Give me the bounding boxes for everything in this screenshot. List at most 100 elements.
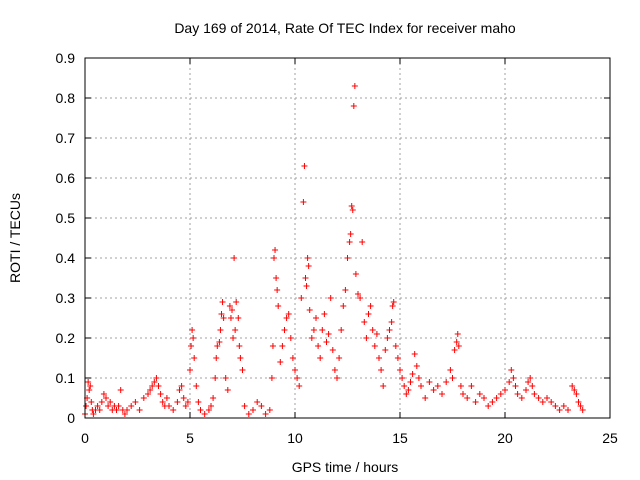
data-point <box>449 375 456 381</box>
data-point <box>321 311 328 317</box>
data-point <box>195 399 202 405</box>
data-point <box>300 199 307 205</box>
data-point <box>210 395 217 401</box>
data-point <box>508 367 515 373</box>
data-point <box>418 383 424 389</box>
data-point <box>571 387 578 393</box>
y-tick-label: 0.7 <box>56 130 76 146</box>
data-point <box>121 411 128 417</box>
data-point <box>422 395 429 401</box>
data-point <box>304 255 311 261</box>
data-point <box>485 403 492 409</box>
x-axis-label: GPS time / hours <box>292 459 399 475</box>
data-point <box>166 403 172 409</box>
data-point <box>535 395 542 401</box>
data-point <box>415 375 422 381</box>
data-point <box>413 363 420 369</box>
data-point <box>176 387 183 393</box>
data-point <box>98 399 105 405</box>
data-point <box>319 327 326 333</box>
data-point <box>378 367 385 373</box>
data-point <box>283 315 290 321</box>
axis-ticks: 0 5 10 15 20 25 0 0.1 0.2 0.3 0.4 0.5 0.6 0.7 0.8 0.9 <box>56 50 618 446</box>
data-point <box>250 407 256 413</box>
data-point <box>271 255 277 261</box>
data-point <box>287 335 294 341</box>
data-point <box>117 387 124 393</box>
data-point <box>145 391 151 397</box>
data-point <box>357 295 364 301</box>
data-point <box>529 383 536 389</box>
data-point <box>107 399 114 405</box>
data-point <box>275 303 282 309</box>
data-point <box>216 339 223 345</box>
x-tick-label: 10 <box>287 430 303 446</box>
data-point <box>369 327 376 333</box>
data-point <box>523 387 529 393</box>
data-point <box>560 403 567 409</box>
data-point <box>103 395 109 401</box>
data-point <box>220 315 227 321</box>
data-point <box>273 275 280 281</box>
data-point <box>386 327 393 333</box>
data-point <box>579 407 586 413</box>
data-point <box>124 407 130 413</box>
data-point <box>159 399 166 405</box>
data-point <box>430 387 437 393</box>
data-point <box>222 375 229 381</box>
data-point <box>348 203 355 209</box>
data-point <box>392 343 399 349</box>
y-tick-label: 0.9 <box>56 50 76 66</box>
x-tick-label: 15 <box>392 430 408 446</box>
data-point <box>266 407 273 413</box>
data-point <box>105 403 112 409</box>
data-point <box>573 391 580 397</box>
data-point <box>347 231 354 237</box>
data-point <box>493 395 500 401</box>
data-point <box>285 311 292 317</box>
data-point <box>132 399 139 405</box>
data-point <box>262 411 269 417</box>
data-point <box>575 399 582 405</box>
y-tick-label: 0.1 <box>56 370 76 386</box>
data-point <box>384 335 391 341</box>
data-point <box>403 391 410 397</box>
data-point <box>163 395 170 401</box>
data-point <box>88 399 95 405</box>
data-point <box>349 207 356 213</box>
data-point <box>451 347 458 353</box>
data-point <box>308 335 315 341</box>
plot-frame <box>84 57 611 419</box>
data-point <box>338 327 345 333</box>
data-point <box>313 315 319 321</box>
data-point <box>323 339 330 345</box>
y-tick-label: 0.8 <box>56 90 76 106</box>
data-point <box>86 387 93 393</box>
data-point <box>464 395 471 401</box>
data-point <box>310 327 317 333</box>
data-point <box>331 367 338 373</box>
data-point <box>351 83 358 89</box>
data-point <box>236 343 243 349</box>
data-point <box>155 383 162 389</box>
data-point <box>327 295 334 301</box>
data-point <box>510 375 517 381</box>
data-point <box>371 343 378 349</box>
data-point <box>394 355 401 361</box>
data-point <box>363 335 370 341</box>
data-point <box>512 383 519 389</box>
data-point <box>212 375 219 381</box>
data-point <box>136 407 143 413</box>
y-tick-label: 0.4 <box>56 250 76 266</box>
y-tick-label: 0.2 <box>56 330 76 346</box>
data-point <box>279 343 286 349</box>
data-point <box>269 343 276 349</box>
data-point <box>217 327 224 333</box>
data-point <box>350 103 357 109</box>
data-point <box>361 319 368 325</box>
data-point <box>190 335 197 341</box>
data-point <box>365 311 372 317</box>
data-point <box>334 375 340 381</box>
data-point <box>527 375 534 381</box>
data-point <box>439 391 445 397</box>
